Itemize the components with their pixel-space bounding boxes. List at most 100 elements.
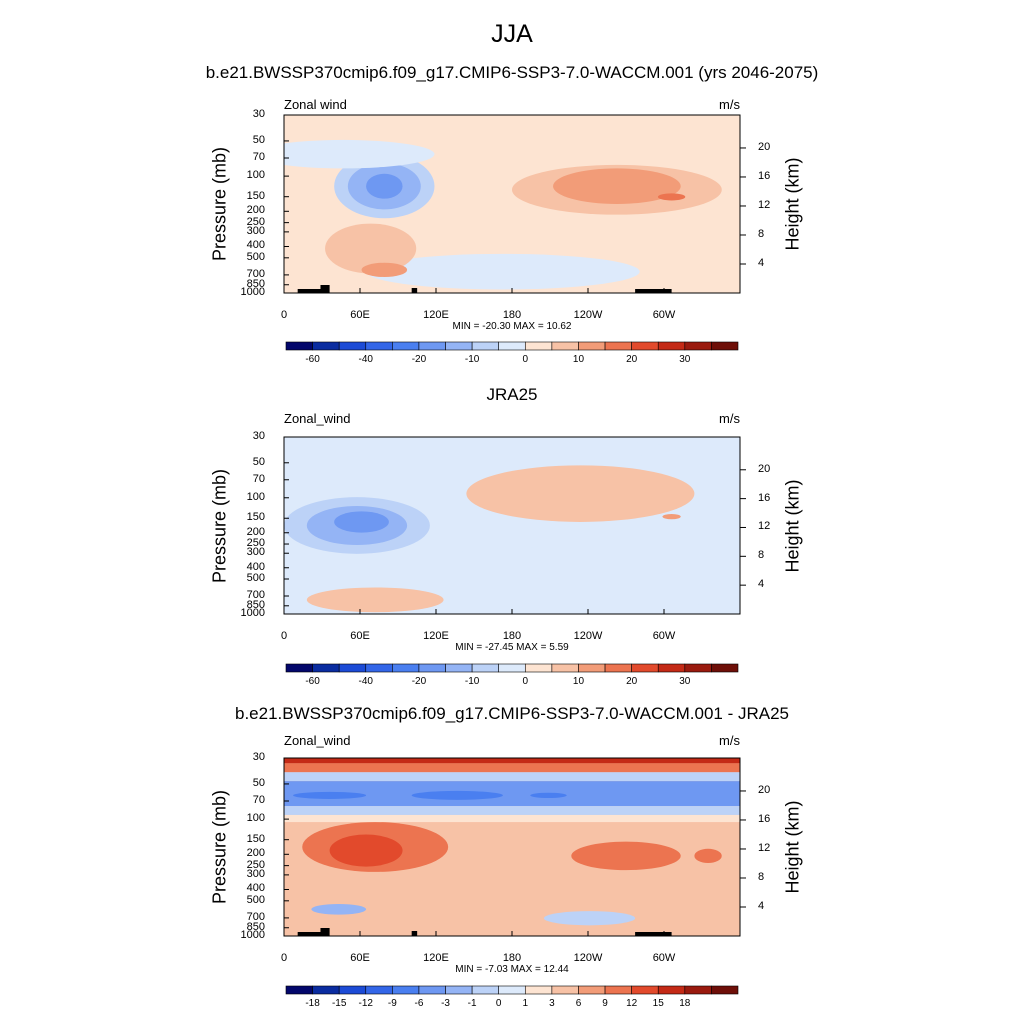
y-tick-label: 850 — [246, 277, 265, 290]
colorbar-swatch — [604, 663, 632, 673]
y-tick-label: 300 — [246, 546, 265, 559]
y2-tick-label: 12 — [758, 198, 771, 211]
y-tick-label: 70 — [252, 472, 265, 485]
y-tick-label: 200 — [246, 525, 265, 538]
colorbar-swatch — [684, 985, 712, 995]
y-tick-label: 250 — [246, 858, 265, 871]
colorbar-swatch — [711, 341, 739, 351]
colorbar-swatch — [312, 663, 340, 673]
colorbar-label: -9 — [387, 998, 397, 1009]
panel-title: JRA25 — [486, 385, 538, 404]
contour-blob — [284, 438, 695, 461]
topography-mark — [297, 932, 326, 936]
y-tick-label: 400 — [246, 560, 265, 573]
contour-blob — [571, 841, 681, 871]
colorbar-label: -40 — [358, 676, 373, 687]
contour-blob — [553, 168, 681, 204]
y-tick-label: 30 — [252, 751, 265, 763]
y-tick-label: 700 — [246, 588, 265, 601]
colorbar-swatch — [471, 985, 500, 995]
x-tick-label: 60W — [652, 630, 676, 642]
colorbar-label: -18 — [305, 998, 320, 1009]
y-tick-label: 300 — [246, 224, 265, 237]
y-tick-label: 30 — [252, 430, 265, 442]
colorbar-swatch — [657, 985, 686, 995]
contour-band — [284, 763, 740, 773]
colorbar-swatch — [551, 341, 579, 351]
panel-title: b.e21.BWSSP370cmip6.f09_g17.CMIP6-SSP3-7… — [205, 63, 819, 82]
colorbar-swatch — [338, 341, 367, 351]
y-tick-label: 1000 — [240, 929, 265, 941]
colorbar-label: -10 — [464, 676, 480, 687]
colorbar-swatch — [365, 341, 393, 351]
colorbar-label: 10 — [572, 676, 585, 687]
colorbar-swatch — [445, 663, 473, 673]
colorbar-label: 9 — [602, 998, 608, 1009]
y-tick-label: 1000 — [240, 607, 265, 619]
y2-tick-label: 16 — [758, 491, 771, 504]
contour-blob — [325, 223, 417, 274]
colorbar-label: 6 — [575, 998, 582, 1009]
contour-blob — [284, 139, 435, 169]
topography-mark — [635, 289, 672, 293]
y-tick-label: 300 — [246, 867, 265, 880]
colorbar-label: 12 — [626, 998, 638, 1009]
y-tick-label: 200 — [246, 204, 265, 217]
y-tick-label: 100 — [246, 490, 265, 503]
contour-blob — [293, 791, 367, 799]
y-tick-label: 850 — [246, 920, 265, 933]
x-tick-label: 120W — [573, 630, 603, 642]
x-tick-label: 180 — [502, 309, 522, 321]
figure-title: JJA — [491, 20, 533, 48]
colorbar-swatch — [711, 663, 739, 673]
y2-tick-label: 8 — [758, 227, 765, 240]
topography-mark — [320, 285, 330, 293]
colorbar-swatch — [392, 341, 420, 351]
topography-mark — [411, 288, 418, 293]
colorbar-swatch — [498, 663, 526, 673]
colorbar-swatch — [578, 341, 606, 351]
colorbar-swatch — [551, 985, 579, 995]
y2-tick-label: 8 — [758, 549, 765, 562]
x-tick-label: 120W — [573, 952, 603, 964]
y-tick-label: 70 — [252, 151, 265, 163]
colorbar-swatch — [338, 663, 367, 673]
field-label: Zonal_wind — [284, 733, 351, 748]
colorbar-label: -10 — [464, 354, 480, 365]
colorbar-label: 10 — [572, 354, 585, 365]
y2-tick-label: 12 — [758, 841, 771, 854]
colorbar-swatch — [285, 663, 313, 673]
contour-blob — [375, 546, 740, 614]
x-tick-label: 60W — [652, 952, 676, 964]
contour-blob — [657, 193, 686, 201]
x-tick-label: 180 — [502, 952, 522, 964]
contour-blob — [530, 792, 567, 799]
colorbar-swatch — [524, 663, 553, 673]
colorbar-label: -12 — [358, 998, 373, 1009]
x-tick-label: 60E — [350, 630, 370, 642]
colorbar-label: -1 — [467, 998, 477, 1009]
y-tick-label: 50 — [252, 133, 265, 146]
y-tick-label: 400 — [246, 882, 265, 895]
y2-tick-label: 16 — [758, 812, 771, 825]
y-tick-label: 250 — [246, 537, 265, 550]
colorbar-swatch — [285, 341, 313, 351]
contour-blob — [306, 587, 444, 613]
panel-title: b.e21.BWSSP370cmip6.f09_g17.CMIP6-SSP3-7… — [234, 704, 789, 723]
colorbar-swatch — [418, 663, 446, 673]
y-tick-label: 500 — [246, 893, 265, 906]
contour-blob — [662, 513, 681, 520]
colorbar-label: -6 — [414, 998, 424, 1009]
y-tick-label: 50 — [252, 455, 265, 468]
contour-blob — [543, 911, 636, 926]
y2-tick-label: 4 — [758, 256, 765, 269]
colorbar-swatch — [657, 341, 686, 351]
y2-tick-label: 16 — [758, 169, 771, 182]
colorbar-label: 0 — [522, 354, 529, 365]
y2-tick-label: 20 — [758, 140, 771, 153]
contour-blob — [366, 253, 640, 290]
colorbar-label: 15 — [652, 998, 664, 1009]
colorbar-swatch — [365, 663, 393, 673]
colorbar-label: -15 — [331, 998, 347, 1009]
contour-band — [284, 814, 740, 823]
